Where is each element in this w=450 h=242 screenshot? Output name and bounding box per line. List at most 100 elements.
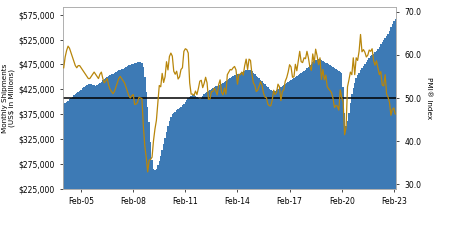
Bar	[170, 117, 171, 242]
Bar	[306, 68, 308, 242]
Bar	[382, 42, 383, 242]
Bar	[192, 95, 194, 242]
Bar	[124, 68, 125, 242]
Bar	[263, 83, 264, 242]
Bar	[205, 93, 207, 242]
Bar	[89, 84, 90, 242]
Bar	[225, 81, 227, 242]
Bar	[277, 89, 279, 242]
Bar	[141, 63, 143, 242]
Bar	[144, 77, 145, 242]
Bar	[183, 104, 184, 242]
Bar	[261, 81, 263, 242]
Bar	[364, 64, 365, 242]
Bar	[314, 61, 315, 242]
Bar	[251, 71, 253, 242]
Bar	[288, 82, 289, 242]
Bar	[70, 98, 72, 242]
Bar	[189, 97, 190, 242]
Bar	[179, 108, 180, 242]
Bar	[66, 102, 68, 242]
Bar	[196, 97, 198, 242]
Bar	[341, 73, 342, 242]
Bar	[319, 59, 321, 242]
Bar	[202, 96, 203, 242]
Bar	[186, 100, 188, 242]
Bar	[276, 90, 277, 242]
Bar	[348, 113, 350, 242]
Bar	[221, 84, 222, 242]
Bar	[377, 49, 378, 242]
Bar	[98, 84, 99, 242]
Bar	[361, 68, 363, 242]
Bar	[295, 77, 296, 242]
Bar	[321, 60, 322, 242]
Bar	[109, 75, 111, 242]
Bar	[76, 93, 77, 242]
Bar	[135, 63, 137, 242]
Bar	[266, 86, 267, 242]
Bar	[77, 92, 79, 242]
Bar	[206, 92, 208, 242]
Bar	[243, 71, 244, 242]
Bar	[218, 85, 220, 242]
Bar	[256, 76, 257, 242]
Bar	[331, 67, 332, 242]
Bar	[339, 72, 341, 242]
Bar	[177, 109, 179, 242]
Bar	[79, 91, 81, 242]
Bar	[247, 70, 248, 242]
Bar	[342, 87, 344, 242]
Bar	[352, 88, 354, 242]
Bar	[119, 70, 121, 242]
Bar	[325, 63, 327, 242]
Bar	[308, 67, 309, 242]
Bar	[216, 86, 218, 242]
Bar	[90, 84, 92, 242]
Bar	[212, 88, 214, 242]
Bar	[209, 90, 211, 242]
Bar	[176, 110, 177, 242]
Bar	[127, 66, 128, 242]
Bar	[345, 126, 347, 242]
Bar	[358, 73, 360, 242]
Bar	[235, 75, 237, 242]
Bar	[85, 86, 86, 242]
Bar	[121, 69, 122, 242]
Bar	[269, 89, 270, 242]
Bar	[239, 73, 241, 242]
Bar	[289, 81, 290, 242]
Bar	[324, 62, 325, 242]
Bar	[332, 68, 334, 242]
Bar	[274, 91, 276, 242]
Bar	[374, 52, 376, 242]
Bar	[153, 169, 154, 242]
Bar	[303, 71, 305, 242]
Bar	[271, 91, 273, 242]
Bar	[88, 84, 89, 242]
Bar	[215, 86, 216, 242]
Bar	[393, 21, 395, 242]
Bar	[392, 24, 393, 242]
Bar	[302, 72, 303, 242]
Bar	[81, 90, 82, 242]
Bar	[328, 64, 329, 242]
Bar	[72, 97, 73, 242]
Bar	[356, 78, 357, 242]
Bar	[132, 64, 134, 242]
Bar	[69, 99, 70, 242]
Bar	[201, 98, 202, 242]
Bar	[238, 74, 240, 242]
Bar	[211, 89, 212, 242]
Bar	[134, 63, 135, 242]
Bar	[230, 78, 231, 242]
Bar	[389, 31, 390, 242]
Bar	[167, 126, 169, 242]
Bar	[130, 65, 131, 242]
Bar	[94, 85, 95, 242]
Bar	[208, 91, 209, 242]
Bar	[198, 98, 199, 242]
Bar	[322, 61, 324, 242]
Bar	[182, 105, 183, 242]
Bar	[283, 85, 284, 242]
